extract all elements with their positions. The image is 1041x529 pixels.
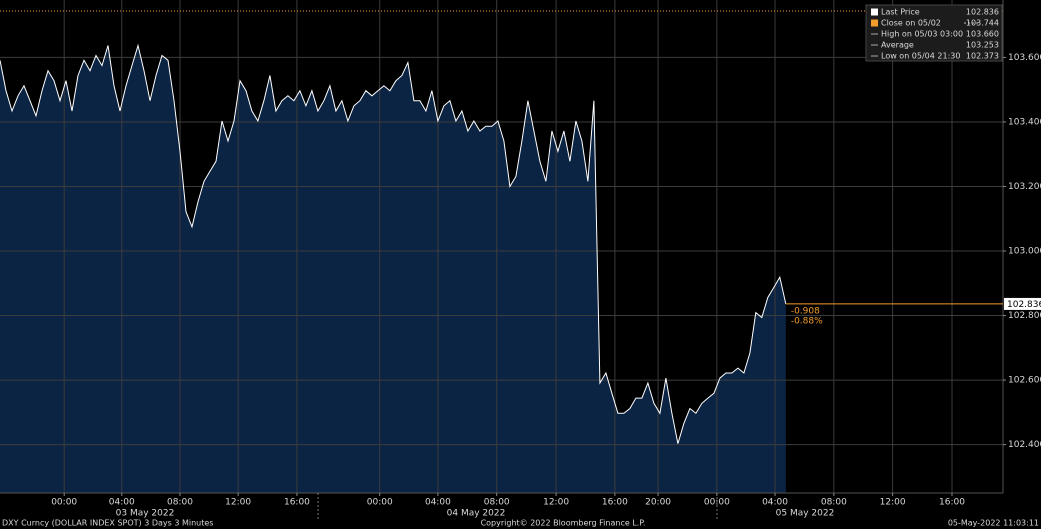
date-label: 04 May 2022 bbox=[447, 509, 506, 519]
legend-value: 103.744 bbox=[966, 19, 999, 28]
last-price-tag bbox=[1004, 297, 1041, 310]
change-pct-label: -0.88% bbox=[791, 316, 823, 326]
price-line bbox=[0, 43, 787, 444]
legend-name: Last Price bbox=[881, 8, 920, 17]
legend-name: Low on 05/04 21:30 bbox=[881, 52, 960, 61]
footer-source: DXY Curncy (DOLLAR INDEX SPOT) 3 Days 3 … bbox=[2, 519, 213, 528]
y-tick-label: 102.600 bbox=[1008, 376, 1041, 386]
x-tick-label: 08:00 bbox=[484, 498, 510, 508]
y-tick-label: 103.000 bbox=[1008, 247, 1041, 257]
legend-swatch bbox=[871, 8, 878, 16]
legend: Last Price 102.836 Close on 05/02 103.744Hi… bbox=[865, 4, 1003, 62]
x-tick-label: 04:00 bbox=[425, 498, 451, 508]
legend-box bbox=[865, 4, 1003, 62]
legend-name: Average bbox=[881, 41, 914, 50]
x-tick-label: 08:00 bbox=[821, 498, 847, 508]
x-tick-label: 12:00 bbox=[880, 498, 906, 508]
y-tick-label: 103.200 bbox=[1008, 182, 1041, 192]
change-label: -0.908 bbox=[791, 306, 820, 316]
x-tick-label: 04:00 bbox=[762, 498, 788, 508]
x-tick-label: 16:00 bbox=[939, 498, 965, 508]
footer-copyright: Copyright© 2022 Bloomberg Finance L.P. bbox=[481, 519, 646, 528]
legend-swatch bbox=[871, 19, 878, 27]
x-tick-label: 00:00 bbox=[51, 498, 77, 508]
legend-value: 103.660 bbox=[966, 30, 999, 39]
x-tick-label: 12:00 bbox=[543, 498, 569, 508]
x-tick-label: 12:00 bbox=[225, 498, 251, 508]
y-tick-label: 103.600 bbox=[1008, 53, 1041, 63]
y-tick-label: 103.400 bbox=[1008, 117, 1041, 127]
last-price-label: 102.836 bbox=[1007, 300, 1041, 310]
date-label: 03 May 2022 bbox=[116, 509, 175, 519]
footer-timestamp: 05-May-2022 11:03:11 bbox=[948, 519, 1039, 528]
x-tick-label: 16:00 bbox=[284, 498, 310, 508]
x-tick-label: 08:00 bbox=[167, 498, 193, 508]
area-fill bbox=[0, 45, 786, 493]
x-tick-label: 16:00 bbox=[602, 498, 628, 508]
x-tick-label: 00:00 bbox=[704, 498, 730, 508]
legend-name: High on 05/03 03:00 bbox=[881, 30, 963, 39]
y-tick-label: 102.400 bbox=[1008, 440, 1041, 450]
x-tick-label: 04:00 bbox=[109, 498, 135, 508]
y-tick-label: 102.800 bbox=[1008, 311, 1041, 321]
legend-value: 102.373 bbox=[966, 52, 999, 61]
x-tick-label: 20:00 bbox=[645, 498, 671, 508]
date-label: 05 May 2022 bbox=[776, 509, 835, 519]
x-tick-label: 00:00 bbox=[367, 498, 393, 508]
legend-value: 102.836 bbox=[966, 8, 999, 17]
plot-area bbox=[0, 0, 1003, 493]
legend-value: 103.253 bbox=[966, 41, 999, 50]
legend-name: Close on 05/02 bbox=[881, 19, 941, 28]
